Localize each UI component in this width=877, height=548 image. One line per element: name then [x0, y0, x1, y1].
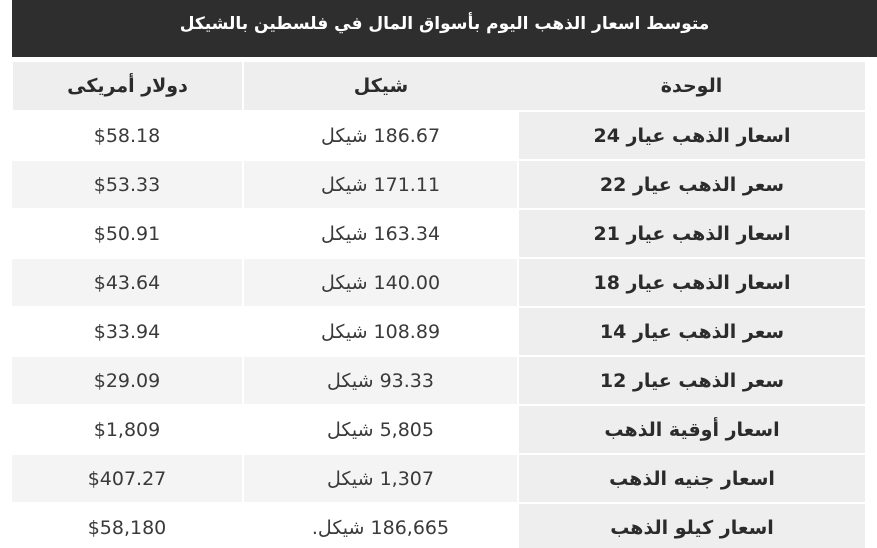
cell-shekel-value: 108.89 شيكل — [320, 320, 441, 343]
cell-usd-value: $58.18 — [93, 124, 161, 147]
cell-usd-value: $407.27 — [87, 467, 167, 490]
cell-shekel-value: 186.67 شيكل — [320, 124, 441, 147]
table-header: الوحدة شيكل دولار أمريكى — [11, 62, 865, 112]
cell-shekel-value: 186,665 شيكل. — [311, 516, 450, 539]
cell-usd-value: $53.33 — [93, 173, 161, 196]
cell-unit: سعر الذهب عيار 14 — [517, 307, 865, 357]
table-row: اسعار الذهب عيار 24 186.67 شيكل $58.18 — [12, 111, 865, 161]
cell-shekel-value: 93.33 شيكل — [327, 369, 434, 392]
table-row: اسعار كيلو الذهب 186,665 شيكل. $58,180 — [12, 503, 865, 548]
cell-shekel: 140.00 شيكل — [242, 258, 518, 308]
gold-prices-table: الوحدة شيكل دولار أمريكى اسعار الذهب عيا… — [11, 62, 865, 548]
cell-shekel: 5,805 شيكل — [242, 405, 518, 455]
table-body: اسعار الذهب عيار 24 186.67 شيكل $58.18 س… — [12, 111, 865, 548]
cell-unit: اسعار جنيه الذهب — [517, 454, 865, 504]
cell-usd-value: $33.94 — [93, 320, 161, 343]
cell-usd-value: $29.09 — [93, 369, 161, 392]
cell-usd: $58,180 — [12, 503, 243, 548]
table-row: سعر الذهب عيار 22 171.11 شيكل $53.33 — [12, 160, 865, 210]
cell-shekel-value: 140.00 شيكل — [320, 271, 441, 294]
cell-unit: اسعار أوقية الذهب — [517, 405, 865, 455]
cell-unit: سعر الذهب عيار 22 — [517, 160, 865, 210]
table-row: اسعار أوقية الذهب 5,805 شيكل $1,809 — [12, 405, 865, 455]
cell-shekel-value: 5,805 شيكل — [327, 418, 434, 441]
cell-usd: $1,809 — [12, 405, 243, 455]
cell-usd: $33.94 — [12, 307, 243, 357]
cell-shekel-value: 1,307 شيكل — [327, 467, 434, 490]
table-row: سعر الذهب عيار 12 93.33 شيكل $29.09 — [12, 356, 865, 406]
page-title: متوسط اسعار الذهب اليوم بأسواق المال في … — [179, 14, 710, 34]
cell-usd: $58.18 — [12, 111, 243, 161]
cell-usd-value: $50.91 — [93, 222, 161, 245]
table-header-row: الوحدة شيكل دولار أمريكى — [11, 62, 865, 112]
cell-unit: اسعار الذهب عيار 18 — [517, 258, 865, 308]
gold-prices-table-container: الوحدة شيكل دولار أمريكى اسعار الذهب عيا… — [11, 62, 865, 548]
page-title-banner: متوسط اسعار الذهب اليوم بأسواق المال في … — [12, 0, 877, 57]
cell-usd: $407.27 — [12, 454, 243, 504]
cell-shekel: 171.11 شيكل — [242, 160, 518, 210]
cell-usd: $53.33 — [12, 160, 243, 210]
cell-shekel: 186,665 شيكل. — [242, 503, 518, 548]
cell-shekel-value: 171.11 شيكل — [320, 173, 441, 196]
cell-usd-value: $1,809 — [93, 418, 161, 441]
table-row: اسعار الذهب عيار 18 140.00 شيكل $43.64 — [12, 258, 865, 308]
cell-shekel: 186.67 شيكل — [242, 111, 518, 161]
cell-shekel: 108.89 شيكل — [242, 307, 518, 357]
table-row: اسعار الذهب عيار 21 163.34 شيكل $50.91 — [12, 209, 865, 259]
cell-unit: اسعار الذهب عيار 24 — [517, 111, 865, 161]
cell-shekel: 163.34 شيكل — [242, 209, 518, 259]
cell-usd-value: $43.64 — [93, 271, 161, 294]
column-header-shekel: شيكل — [242, 62, 518, 112]
cell-unit: سعر الذهب عيار 12 — [517, 356, 865, 406]
cell-usd: $43.64 — [12, 258, 243, 308]
cell-unit: اسعار كيلو الذهب — [517, 503, 865, 548]
cell-shekel-value: 163.34 شيكل — [320, 222, 441, 245]
column-header-unit: الوحدة — [518, 62, 865, 112]
table-row: اسعار جنيه الذهب 1,307 شيكل $407.27 — [12, 454, 865, 504]
table-row: سعر الذهب عيار 14 108.89 شيكل $33.94 — [12, 307, 865, 357]
cell-usd: $50.91 — [12, 209, 243, 259]
cell-shekel: 93.33 شيكل — [242, 356, 518, 406]
cell-usd-value: $58,180 — [87, 516, 167, 539]
cell-shekel: 1,307 شيكل — [242, 454, 518, 504]
cell-usd: $29.09 — [12, 356, 243, 406]
column-header-usd: دولار أمريكى — [11, 62, 243, 112]
cell-unit: اسعار الذهب عيار 21 — [517, 209, 865, 259]
